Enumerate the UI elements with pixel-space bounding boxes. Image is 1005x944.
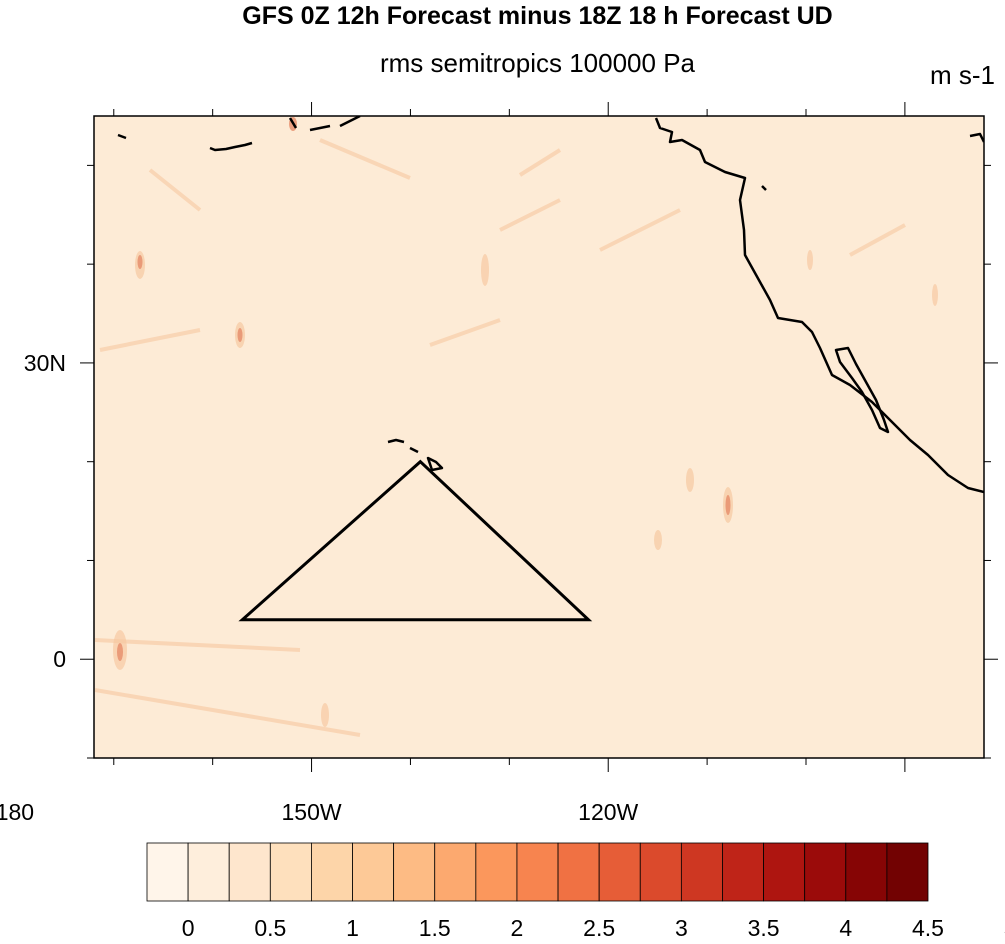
colorbar-swatch (228, 842, 271, 902)
axis-ticks (80, 102, 998, 772)
y-tick-label: 30N (24, 350, 66, 376)
colorbar-swatch (269, 842, 312, 902)
colorbar-swatch (598, 842, 641, 902)
colorbar-swatch (146, 842, 189, 902)
colorbar-swatch (557, 842, 600, 902)
colorbar-swatch (804, 842, 847, 902)
x-tick-label: 150W (282, 799, 342, 825)
map-background (94, 116, 984, 758)
colorbar-swatch (763, 842, 806, 902)
colorbar-swatch (393, 842, 436, 902)
map-subtitle: rms semitropics 100000 Pa (379, 48, 696, 78)
x-tick-label: 120W (578, 799, 638, 825)
colorbar-swatch (516, 842, 559, 902)
colorbar: 0 0.5 1 1.5 2 2.5 3 3.5 4 4.5 5 (146, 842, 1005, 941)
colorbar-swatch (187, 842, 230, 902)
field-streaks (94, 117, 938, 737)
coastlines (117, 116, 984, 494)
map-frame (93, 115, 985, 759)
colorbar-swatch (475, 842, 518, 902)
colorbar-swatch (680, 842, 723, 902)
colorbar-label: 5 (1004, 915, 1005, 941)
units-label: m s-1 (930, 60, 995, 90)
axis-tick-labels: 180 150W 120W 0 30N (0, 350, 639, 825)
colorbar-label: 3 (675, 915, 688, 941)
colorbar-swatch (639, 842, 682, 902)
region-triangle (238, 459, 593, 622)
colorbar-label: 0 (182, 915, 195, 941)
y-tick-label: 0 (53, 646, 66, 672)
map-title: GFS 0Z 12h Forecast minus 18Z 18 h Forec… (242, 2, 833, 30)
colorbar-swatch (886, 842, 929, 902)
colorbar-label: 2.5 (583, 915, 615, 941)
colorbar-label: 4 (839, 915, 852, 941)
colorbar-swatch (352, 842, 395, 902)
colorbar-label: 0.5 (254, 915, 286, 941)
colorbar-swatch (845, 842, 888, 902)
colorbar-label: 1 (346, 915, 359, 941)
colorbar-label: 1.5 (419, 915, 451, 941)
colorbar-label: 4.5 (912, 915, 944, 941)
colorbar-swatch (311, 842, 353, 902)
x-tick-label: 180 (0, 799, 34, 825)
colorbar-label: 2 (511, 915, 524, 941)
colorbar-swatch (434, 842, 477, 902)
colorbar-swatch (722, 842, 764, 902)
colorbar-label: 3.5 (748, 915, 780, 941)
